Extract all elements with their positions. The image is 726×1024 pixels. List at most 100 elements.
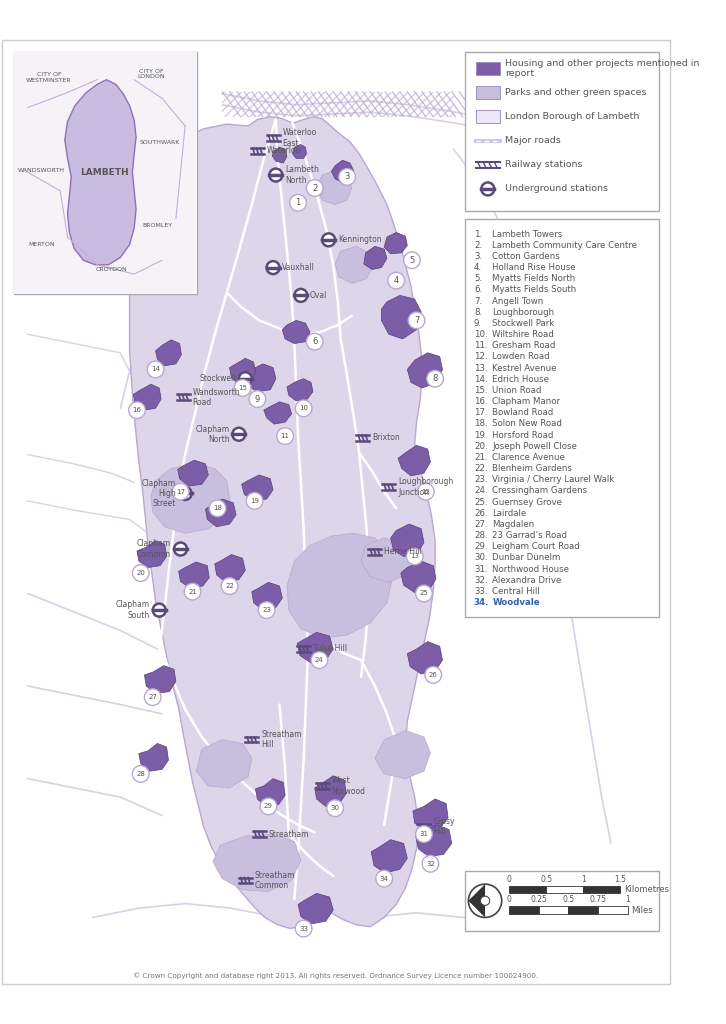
Text: LAMBETH: LAMBETH [81, 168, 129, 177]
Polygon shape [151, 464, 229, 534]
Text: Parks and other green spaces: Parks and other green spaces [505, 88, 647, 97]
Polygon shape [245, 364, 276, 391]
Circle shape [425, 667, 441, 683]
Bar [509, 906, 539, 913]
Polygon shape [137, 541, 167, 567]
Text: Cotton Gardens: Cotton Gardens [492, 252, 560, 261]
Circle shape [407, 548, 423, 565]
Circle shape [322, 233, 335, 247]
Text: Magdalen: Magdalen [492, 520, 535, 528]
Polygon shape [287, 534, 393, 638]
Bar [539, 906, 568, 913]
Polygon shape [205, 499, 236, 526]
Text: Union Road: Union Road [492, 386, 542, 395]
Text: CITY OF
LONDON: CITY OF LONDON [137, 69, 165, 80]
Circle shape [234, 380, 251, 396]
Circle shape [295, 921, 312, 937]
Circle shape [306, 334, 323, 350]
Text: 8: 8 [433, 374, 438, 383]
Circle shape [147, 361, 164, 378]
Circle shape [311, 652, 327, 669]
Text: Tulse Hill: Tulse Hill [313, 644, 347, 653]
Text: Waterloo: Waterloo [266, 146, 301, 156]
Text: Waterloo
East: Waterloo East [282, 128, 317, 147]
Text: 0: 0 [507, 895, 512, 904]
Text: Kestrel Avenue: Kestrel Avenue [492, 364, 557, 373]
Polygon shape [331, 160, 354, 182]
Polygon shape [371, 840, 407, 873]
Text: Woodvale: Woodvale [492, 598, 540, 607]
Text: Cressingham Gardens: Cressingham Gardens [492, 486, 587, 496]
Text: CITY OF
WESTMINSTER: CITY OF WESTMINSTER [26, 73, 72, 83]
Text: 32.: 32. [474, 575, 488, 585]
Text: Leigham Court Road: Leigham Court Road [492, 543, 580, 551]
Text: Clapham
High
Street: Clapham High Street [142, 478, 176, 508]
Text: Underground stations: Underground stations [505, 184, 608, 194]
Text: 26: 26 [429, 672, 438, 678]
Circle shape [481, 896, 489, 905]
Text: 15: 15 [238, 385, 247, 391]
Polygon shape [335, 247, 372, 284]
Text: 16.: 16. [474, 397, 488, 407]
Text: 1.: 1. [474, 229, 482, 239]
Polygon shape [297, 633, 333, 663]
Text: Kilometres: Kilometres [624, 885, 669, 894]
Circle shape [408, 312, 425, 329]
Circle shape [415, 825, 432, 843]
Text: Myatts Fields North: Myatts Fields North [492, 274, 576, 284]
Text: 34.: 34. [474, 598, 489, 607]
Circle shape [174, 543, 187, 555]
Polygon shape [361, 538, 412, 583]
Text: Stockwell Park: Stockwell Park [492, 318, 555, 328]
Circle shape [152, 603, 166, 616]
Circle shape [422, 855, 439, 872]
Bar [476, 111, 500, 123]
Text: Wiltshire Road: Wiltshire Road [492, 330, 554, 339]
Text: 20.: 20. [474, 441, 488, 451]
Polygon shape [229, 358, 256, 384]
Text: WANDSWORTH: WANDSWORTH [18, 168, 65, 173]
Text: 18.: 18. [474, 420, 488, 428]
Circle shape [327, 800, 343, 816]
Text: 12: 12 [421, 488, 431, 495]
Text: Horsford Road: Horsford Road [492, 431, 554, 439]
Text: 2: 2 [312, 183, 317, 193]
Text: 3.: 3. [474, 252, 482, 261]
Text: 25.: 25. [474, 498, 488, 507]
Text: 31.: 31. [474, 564, 488, 573]
Circle shape [415, 585, 432, 602]
Text: 0.25: 0.25 [530, 895, 547, 904]
Polygon shape [317, 170, 352, 205]
Circle shape [232, 428, 245, 440]
Circle shape [339, 169, 356, 185]
Text: 10.: 10. [474, 330, 488, 339]
Bar [465, 52, 659, 211]
Text: 24: 24 [315, 657, 324, 664]
Text: 0: 0 [507, 876, 512, 884]
Text: 0.5: 0.5 [540, 876, 552, 884]
Text: Clapham Manor: Clapham Manor [492, 397, 560, 407]
Text: 11.: 11. [474, 341, 488, 350]
Polygon shape [215, 555, 245, 583]
Polygon shape [398, 445, 431, 476]
Text: Myatts Fields South: Myatts Fields South [492, 286, 576, 295]
Circle shape [129, 401, 145, 419]
Circle shape [221, 578, 238, 594]
Text: SOUTHWARK: SOUTHWARK [140, 140, 180, 144]
Circle shape [269, 169, 282, 181]
Circle shape [258, 602, 275, 618]
Polygon shape [65, 80, 136, 265]
Circle shape [132, 766, 149, 782]
Text: Virginia / Cherry Laurel Walk: Virginia / Cherry Laurel Walk [492, 475, 615, 484]
Text: Gipsy
Hill: Gipsy Hill [433, 817, 454, 837]
Text: Clapham
Common: Clapham Common [137, 540, 171, 559]
Text: 3: 3 [344, 172, 350, 181]
Circle shape [388, 272, 404, 289]
Text: 31: 31 [420, 831, 428, 838]
Text: Blenheim Gardens: Blenheim Gardens [492, 464, 572, 473]
Text: 1: 1 [295, 199, 301, 207]
Text: Streatham
Common: Streatham Common [255, 870, 295, 890]
Text: Lambeth Community Care Centre: Lambeth Community Care Centre [492, 241, 637, 250]
Polygon shape [282, 321, 310, 343]
Text: Angell Town: Angell Town [492, 297, 544, 305]
